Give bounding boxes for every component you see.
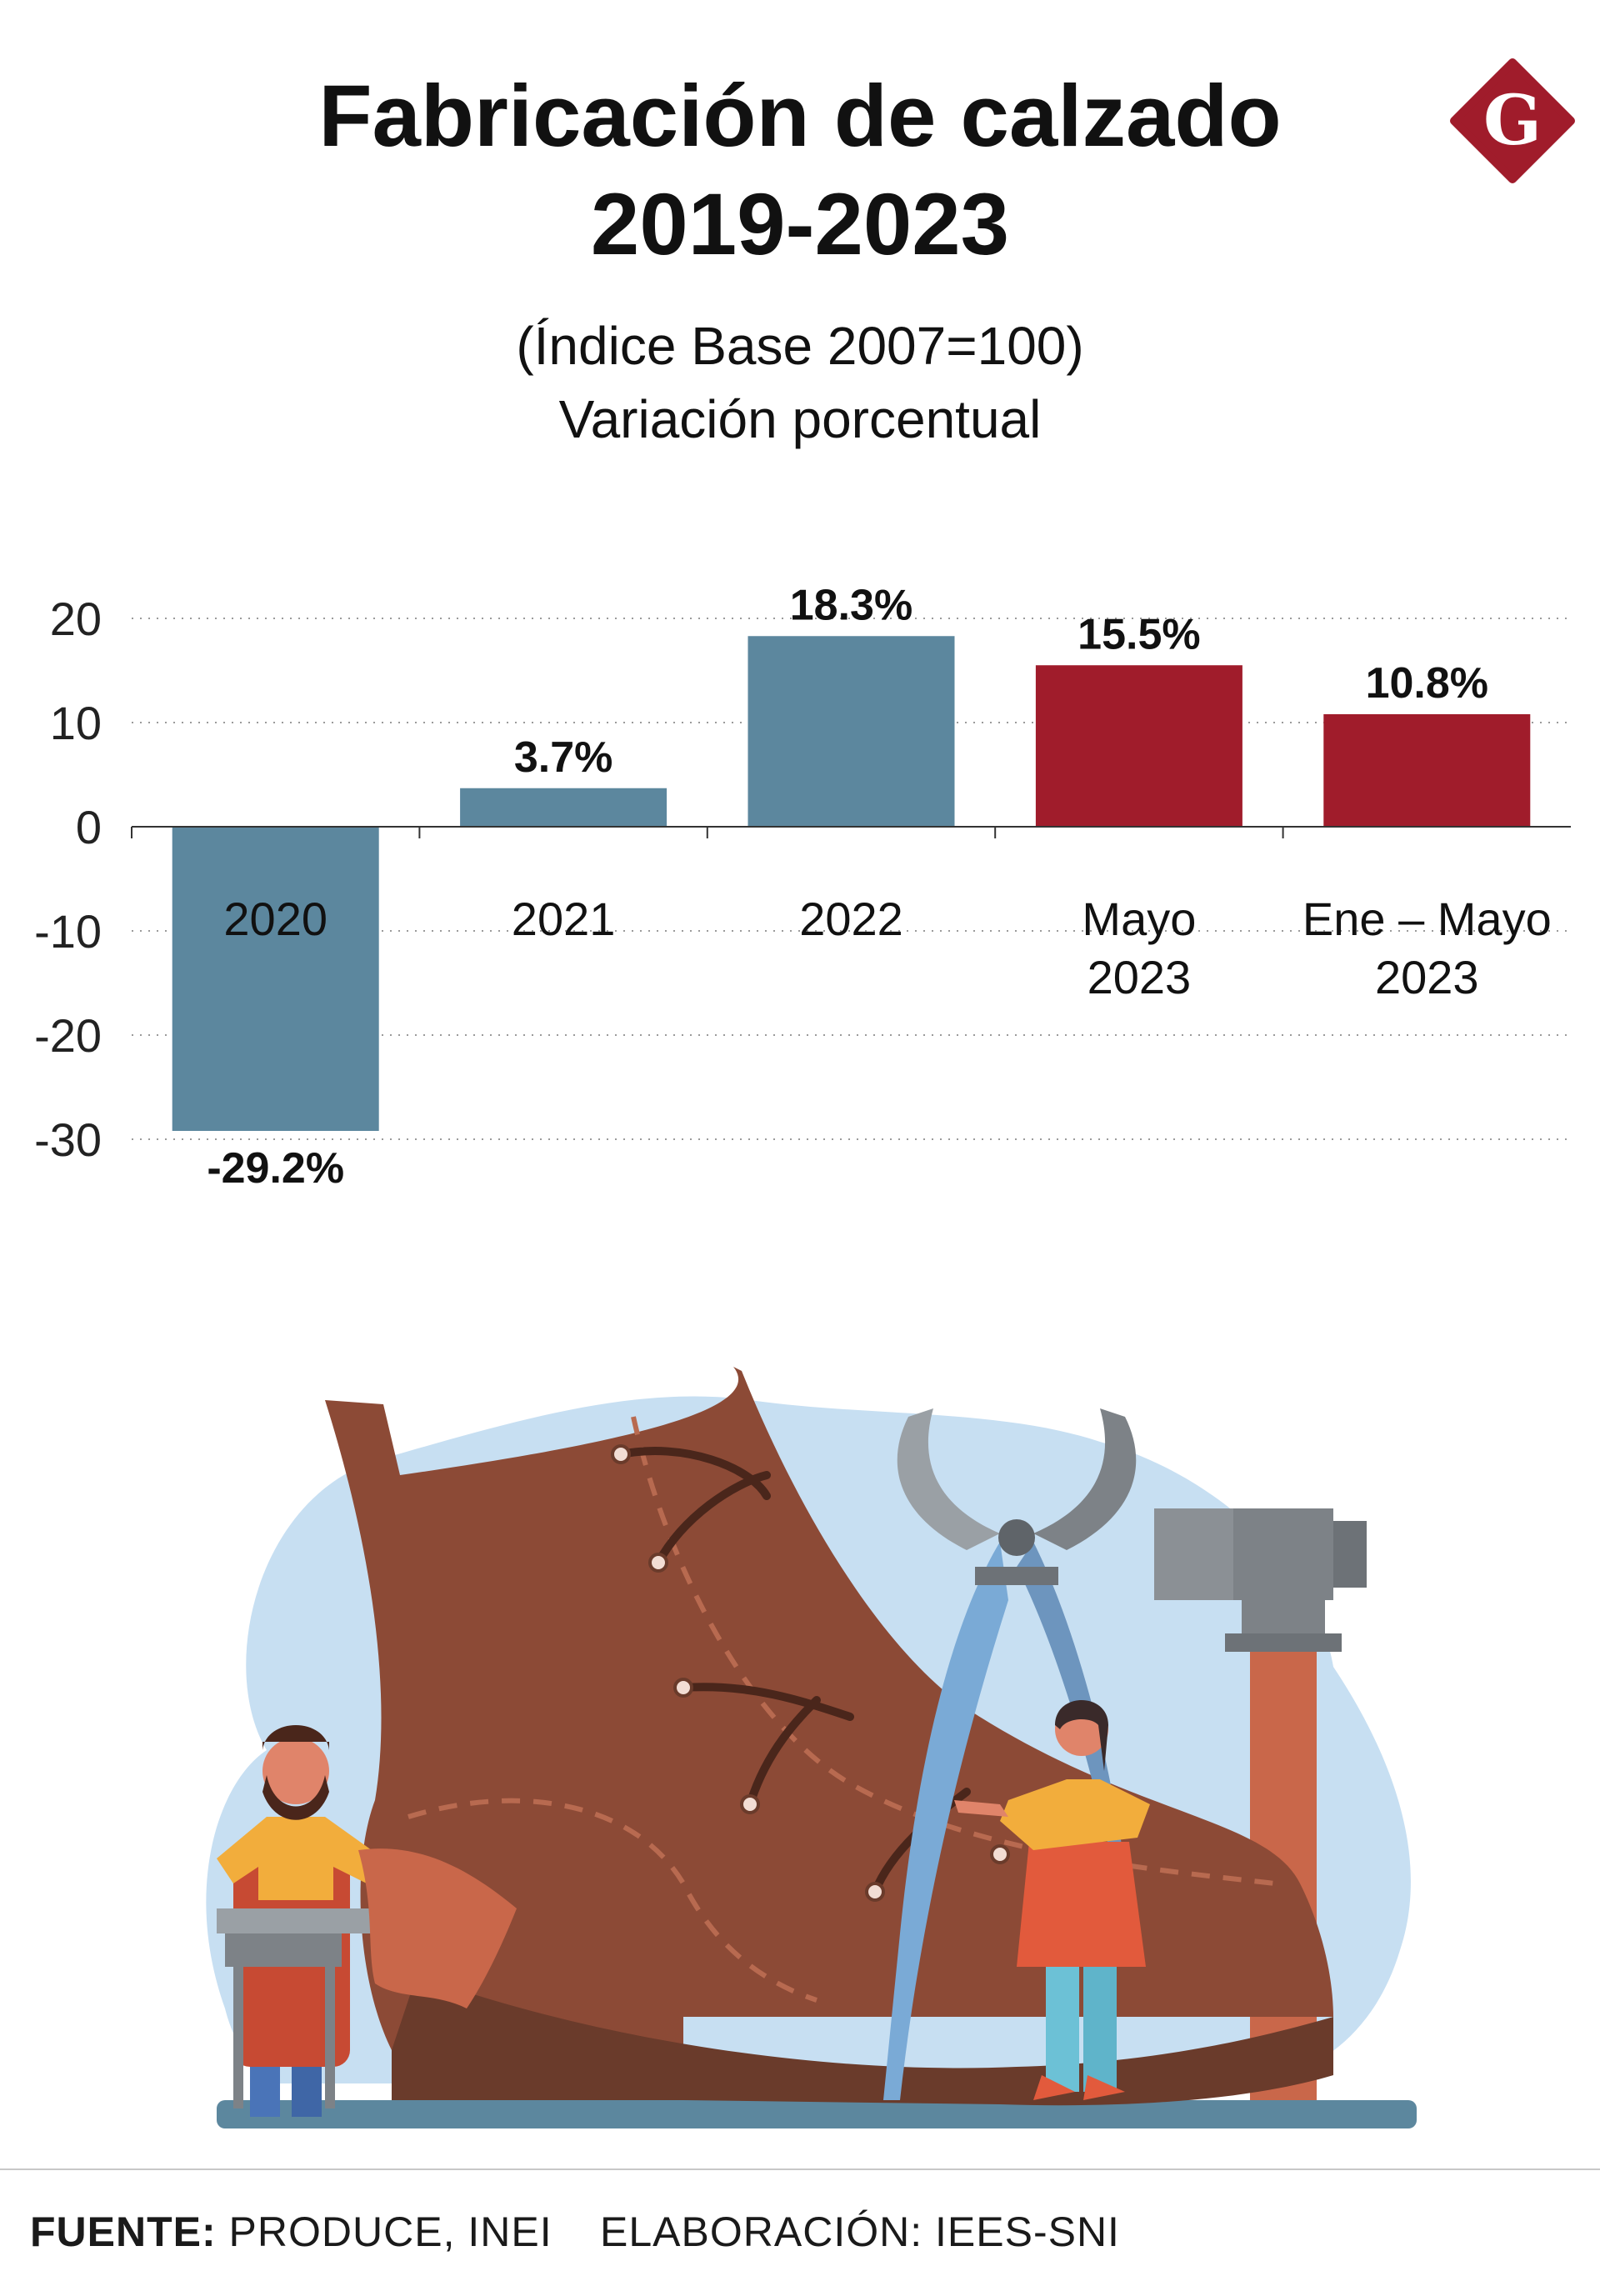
leather-piece: [358, 1848, 517, 2008]
source-value: PRODUCE, INEI: [216, 2208, 552, 2255]
gestion-logo: G: [1450, 58, 1575, 183]
footer-credit: ELABORACIÓN: IEES-SNI: [600, 2207, 1120, 2257]
category-labels: 2020 2021 2022 Mayo 2023 Ene – Mayo 2023: [223, 893, 1551, 1003]
title-line-1: Fabricación de calzado: [318, 68, 1282, 165]
value-label: 18.3%: [790, 581, 912, 629]
source-label: FUENTE:: [30, 2208, 217, 2255]
bar: [460, 788, 668, 827]
value-label: 3.7%: [514, 733, 613, 782]
logo-diamond: [1450, 58, 1575, 183]
workbench: [217, 1908, 375, 2108]
credit-value: IEES-SNI: [922, 2208, 1120, 2255]
value-label: -29.2%: [207, 1144, 344, 1193]
bar-chart: 20 10 0 -10 -20 -30 -29.2% 3.7% 18.3% 15.5% 10.8%…: [34, 581, 1571, 1193]
value-label: 10.8%: [1366, 659, 1488, 708]
subtitle-index-base: (Índice Base 2007=100): [516, 316, 1084, 376]
title-line-2: 2019-2023: [590, 176, 1010, 273]
floor-platform: [217, 2100, 1417, 2128]
hammer-head-right: [1333, 1521, 1367, 1588]
female-shoemaker: [954, 1700, 1150, 2100]
subtitle-variation: Variación porcentual: [558, 389, 1042, 449]
y-tick-label: 20: [50, 593, 102, 645]
bars: [172, 636, 1531, 1131]
y-tick-label: -20: [34, 1009, 102, 1062]
y-tick-label: -30: [34, 1113, 102, 1166]
bar: [748, 636, 955, 827]
hammer-collar: [1225, 1633, 1342, 1652]
value-labels: -29.2% 3.7% 18.3% 15.5% 10.8%: [207, 581, 1488, 1193]
hammer-head-center: [1233, 1508, 1333, 1600]
category-label: Mayo 2023: [1082, 893, 1196, 1003]
value-label: 15.5%: [1078, 610, 1200, 658]
y-tick-label: -10: [34, 905, 102, 958]
bar: [1323, 714, 1531, 827]
footer-divider: [0, 2168, 1600, 2170]
boot-stitching-lower: [408, 1798, 818, 2003]
x-axis-ticks: [131, 827, 1284, 838]
hammer-head-left: [1154, 1508, 1233, 1600]
category-label: 2022: [799, 893, 903, 945]
category-label: 2021: [512, 893, 616, 945]
credit-label: ELABORACIÓN:: [600, 2208, 923, 2255]
category-label: Ene – Mayo 2023: [1302, 893, 1552, 1003]
y-tick-label: 10: [50, 697, 102, 749]
logo-letter: G: [1483, 81, 1542, 161]
y-axis-ticks: 20 10 0 -10 -20 -30: [34, 593, 102, 1166]
shoemaking-illustration: [206, 1367, 1417, 2128]
bar: [1035, 665, 1242, 827]
boot-eyelets: [611, 1444, 1010, 1902]
hammer-neck: [1242, 1600, 1325, 1633]
y-tick-label: 0: [76, 801, 102, 853]
footer-source: FUENTE: PRODUCE, INEI: [30, 2207, 552, 2257]
bar: [172, 827, 379, 1131]
category-label: 2020: [223, 893, 328, 945]
